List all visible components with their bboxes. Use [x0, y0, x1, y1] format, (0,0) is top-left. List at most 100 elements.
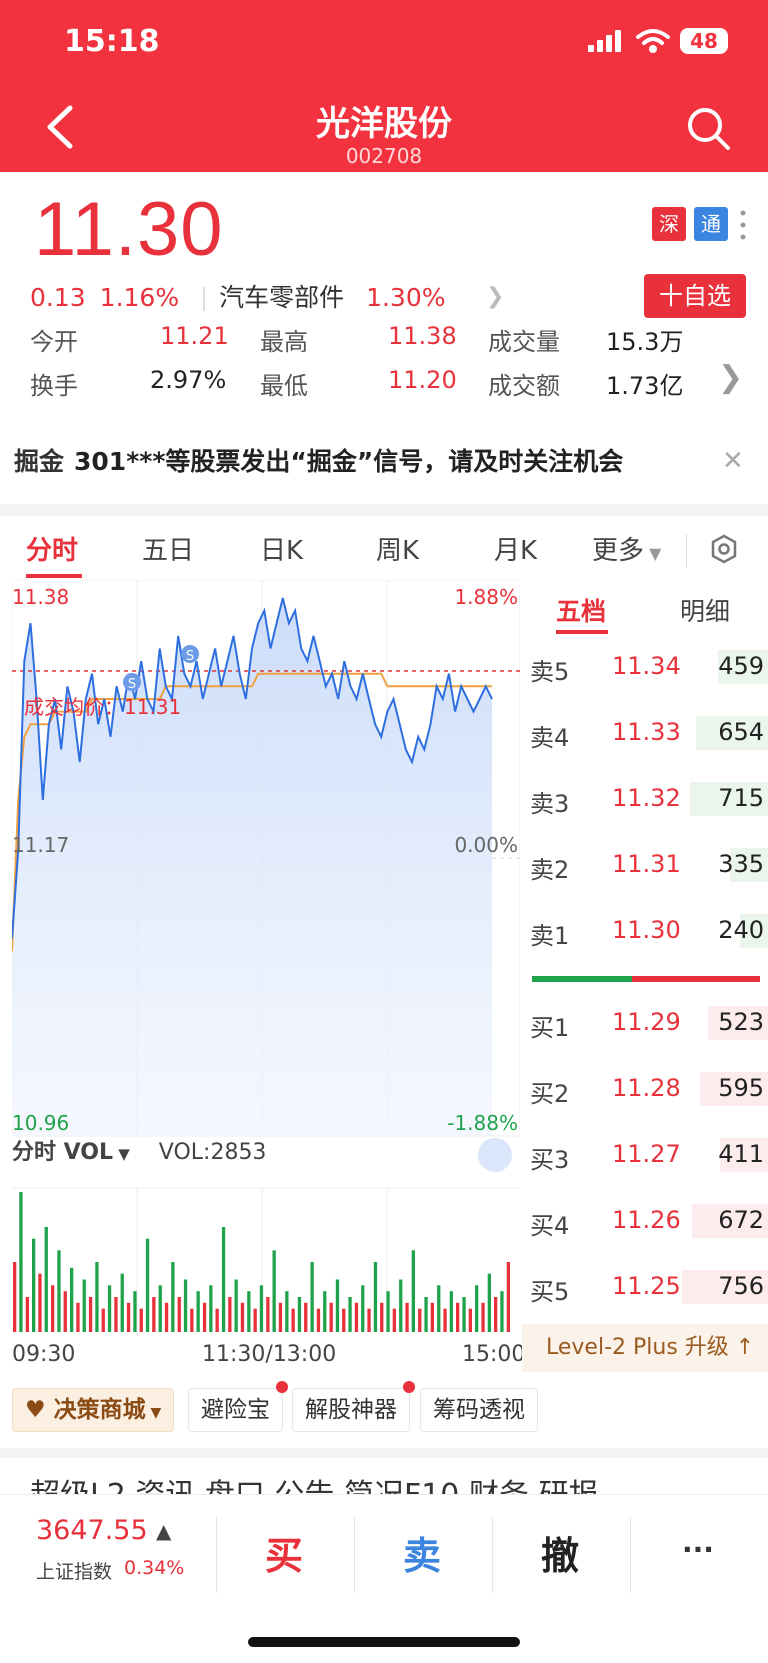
- axis-mid-pct: 0.00%: [454, 833, 518, 857]
- index-value[interactable]: 3647.55: [36, 1515, 148, 1546]
- volume-bar: [392, 1308, 396, 1332]
- volume-bar: [177, 1297, 181, 1332]
- stat-label-low: 最低: [260, 372, 308, 400]
- ask-row[interactable]: 卖5 11.34 459: [522, 642, 768, 692]
- caret-down-icon: ▼: [145, 1405, 162, 1421]
- volume-bar: [411, 1250, 415, 1332]
- volume-indicator-dropdown[interactable]: 分时 VOL ▼: [12, 1140, 130, 1165]
- volume-bar: [405, 1302, 409, 1332]
- add-watchlist-button[interactable]: 十自选: [644, 274, 746, 318]
- tab-monthly-k[interactable]: 月K: [494, 536, 538, 566]
- caret-down-icon: ▼: [644, 544, 662, 563]
- active-tab-underline: [556, 630, 608, 634]
- tab-daily-k[interactable]: 日K: [260, 536, 304, 566]
- tab-intraday[interactable]: 分时: [26, 536, 79, 566]
- stock-analyzer-button[interactable]: 解股神器: [292, 1381, 415, 1432]
- volume-bar: [278, 1302, 283, 1332]
- signal-marker-icon[interactable]: S: [123, 673, 141, 692]
- tab-five-day[interactable]: 五日: [142, 536, 195, 566]
- toggle-icon[interactable]: [478, 1138, 512, 1172]
- bid-row[interactable]: 买4 11.26 672: [522, 1196, 768, 1246]
- volume-bar: [740, 914, 768, 948]
- volume-bar: [57, 1250, 61, 1332]
- index-change: 0.34%: [124, 1557, 185, 1579]
- bid-price: 11.28: [612, 1074, 681, 1102]
- banner-tag: 掘金: [14, 447, 65, 476]
- volume-bar: [367, 1308, 371, 1332]
- bid-row[interactable]: 买3 11.27 411: [522, 1130, 768, 1180]
- chevron-right-icon[interactable]: ❯: [486, 284, 505, 309]
- volume-bar: [215, 1308, 219, 1332]
- volume-bar: [158, 1285, 162, 1332]
- bid-price: 11.29: [612, 1008, 681, 1036]
- volume-bar: [690, 782, 768, 816]
- ask-row[interactable]: 卖1 11.30 240: [522, 906, 768, 956]
- heart-icon: ♥: [25, 1397, 54, 1423]
- hedge-button[interactable]: 避险宝: [188, 1381, 288, 1432]
- active-tab-underline: [26, 574, 82, 578]
- arrow-up-icon: ↑: [728, 1335, 755, 1360]
- tab-weekly-k[interactable]: 周K: [376, 536, 420, 566]
- ask-row[interactable]: 卖4 11.33 654: [522, 708, 768, 758]
- volume-bar: [95, 1262, 99, 1332]
- decision-mall-button[interactable]: ♥ 决策商城 ▼: [12, 1388, 175, 1432]
- bid-label: 买1: [530, 1014, 570, 1042]
- intraday-chart[interactable]: 11.38 1.88% 11.17 0.00% 10.96 -1.88% 成交均…: [12, 580, 520, 1336]
- cancel-order-button[interactable]: 撤: [540, 1534, 579, 1578]
- time-axis-mid: 11:30/13:00: [202, 1342, 337, 1367]
- top-header: 15:18 48 光洋股份 002708: [0, 0, 768, 172]
- tab-five-levels[interactable]: 五档: [556, 597, 607, 626]
- volume-bar: [202, 1302, 207, 1332]
- stat-value-amount: 1.73亿: [606, 372, 684, 400]
- bid-row[interactable]: 买1 11.29 523: [522, 998, 768, 1048]
- chart-settings-icon[interactable]: [710, 532, 738, 566]
- ask-volume: 715: [718, 784, 764, 812]
- volume-bar: [443, 1308, 447, 1332]
- chevron-right-icon[interactable]: ❯: [718, 360, 744, 395]
- bid-row[interactable]: 买5 11.25 756: [522, 1262, 768, 1312]
- sell-button[interactable]: 卖: [402, 1534, 441, 1578]
- stat-label-high: 最高: [260, 328, 308, 356]
- divider: [216, 1517, 217, 1593]
- stat-label-turnover: 换手: [30, 372, 78, 400]
- volume-bar: [424, 1297, 428, 1332]
- volume-bar: [272, 1250, 276, 1332]
- info-tabs-peek[interactable]: 超级L2 资讯 盘口 公告 简况F10 财务 研报: [30, 1470, 598, 1494]
- connect-tag: 通: [694, 207, 728, 241]
- volume-bar: [487, 1273, 491, 1332]
- volume-bar: [32, 1238, 36, 1332]
- average-price-line: [12, 672, 492, 952]
- volume-bar: [730, 848, 768, 882]
- volume-bar: [51, 1285, 55, 1332]
- tab-more[interactable]: 更多 ▼: [592, 530, 661, 567]
- level2-upgrade-button[interactable]: Level-2 Plus 升级 ↑: [522, 1324, 768, 1372]
- level2-label: Level-2 Plus 升级: [546, 1335, 729, 1360]
- more-button[interactable]: ···: [682, 1533, 714, 1566]
- stat-value-high: 11.38: [388, 322, 457, 350]
- ask-row[interactable]: 卖3 11.32 715: [522, 774, 768, 824]
- average-price-label: 成交均价：11.31: [24, 695, 181, 719]
- stat-label-volume: 成交量: [488, 328, 560, 356]
- more-vertical-icon[interactable]: [738, 208, 748, 242]
- current-price: 11.30: [34, 187, 224, 272]
- back-button[interactable]: [40, 102, 80, 152]
- buy-button[interactable]: 买: [264, 1534, 303, 1578]
- divider: [686, 534, 687, 568]
- signal-banner[interactable]: 掘金 301***等股票发出“掘金”信号，请及时关注机会: [14, 442, 754, 492]
- axis-low-price: 10.96: [12, 1111, 69, 1135]
- sector-name[interactable]: 汽车零部件: [219, 283, 345, 312]
- volume-bar: [133, 1291, 137, 1332]
- signal-marker-icon[interactable]: S: [181, 645, 199, 664]
- close-icon[interactable]: ✕: [722, 446, 744, 476]
- search-button[interactable]: [684, 104, 734, 154]
- chip-distribution-button[interactable]: 筹码透视: [420, 1388, 538, 1432]
- volume-bar: [70, 1267, 74, 1332]
- stat-value-volume: 15.3万: [606, 328, 684, 356]
- bid-row[interactable]: 买2 11.28 595: [522, 1064, 768, 1114]
- stat-label-amount: 成交额: [488, 372, 560, 400]
- ask-label: 卖2: [530, 856, 570, 884]
- volume-bar: [291, 1308, 295, 1332]
- ask-row[interactable]: 卖2 11.31 335: [522, 840, 768, 890]
- svg-text:S: S: [186, 649, 194, 664]
- tab-details[interactable]: 明细: [680, 597, 731, 626]
